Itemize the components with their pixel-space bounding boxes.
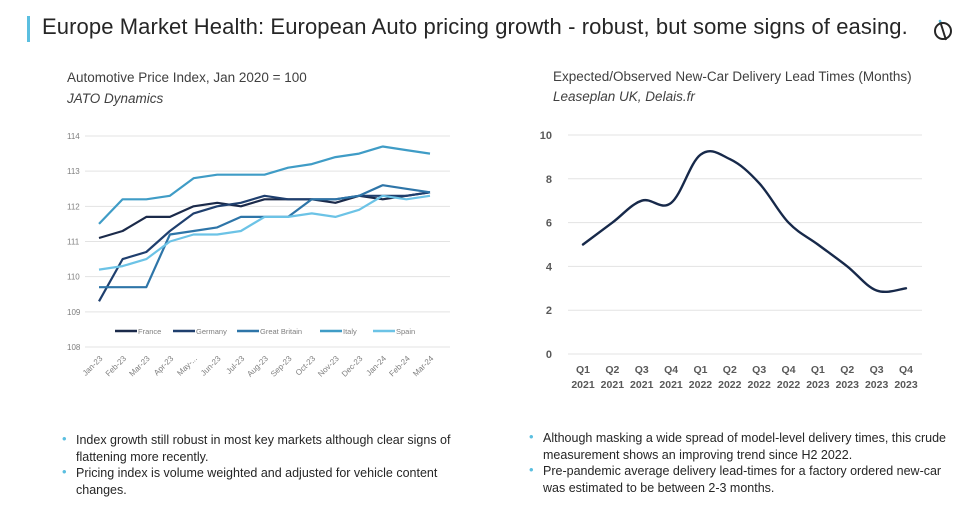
x-tick-label-year: 2022	[748, 379, 772, 391]
series-line-germany	[98, 191, 431, 302]
x-tick-label: Jan-24	[364, 354, 388, 378]
y-tick-label: 109	[67, 308, 81, 317]
x-tick-label-quarter: Q1	[811, 364, 825, 376]
page-title: Europe Market Health: European Auto pric…	[42, 14, 908, 39]
y-tick-label: 8	[546, 174, 552, 186]
x-tick-label: Sep-23	[269, 354, 294, 379]
legend-label: Great Britain	[260, 327, 302, 336]
right-chart-source: Leaseplan UK, Delais.fr	[553, 89, 695, 104]
legend-label: Spain	[396, 327, 415, 336]
left-bullets: Index growth still robust in most key ma…	[62, 431, 482, 498]
x-tick-label: Feb-24	[387, 354, 412, 379]
x-tick-label: May-...	[175, 354, 199, 378]
series-line-spain	[98, 194, 431, 271]
x-tick-label: Jun-23	[199, 354, 223, 378]
x-tick-label: Jan-23	[81, 354, 105, 378]
right-bullet: Pre-pandemic average delivery lead-times…	[529, 462, 949, 496]
circle-slash-logo-icon	[934, 19, 952, 41]
x-tick-label: Jul-23	[224, 354, 246, 376]
legend-label: France	[138, 327, 161, 336]
right-chart-title: Expected/Observed New-Car Delivery Lead …	[553, 69, 912, 84]
x-tick-label: Mar-23	[127, 354, 152, 379]
x-tick-label-quarter: Q1	[576, 364, 590, 376]
right-bullet: Although masking a wide spread of model-…	[529, 429, 949, 463]
y-tick-label: 108	[67, 343, 81, 352]
title-accent-bar	[27, 16, 30, 42]
x-tick-label-quarter: Q4	[782, 364, 796, 376]
x-tick-label-quarter: Q3	[752, 364, 766, 376]
x-tick-label: Aug-23	[245, 354, 270, 379]
y-tick-label: 112	[67, 202, 80, 211]
x-tick-label: Feb-23	[104, 354, 129, 379]
x-tick-label-year: 2021	[659, 379, 683, 391]
series-line-italy	[98, 145, 431, 225]
series-line-great-britain	[99, 184, 431, 289]
x-tick-label-quarter: Q3	[635, 364, 649, 376]
x-tick-label-year: 2022	[689, 379, 713, 391]
y-tick-label: 0	[546, 349, 552, 361]
x-tick-label: Nov-23	[316, 354, 341, 379]
y-tick-label: 113	[67, 167, 80, 176]
x-tick-label-quarter: Q1	[693, 364, 707, 376]
x-tick-label-quarter: Q4	[664, 364, 678, 376]
left-bullet: Index growth still robust in most key ma…	[62, 431, 482, 465]
left-chart-title: Automotive Price Index, Jan 2020 = 100	[67, 70, 307, 85]
series-line-lead-time	[581, 150, 908, 294]
x-tick-label: Apr-23	[152, 354, 176, 378]
x-tick-label-quarter: Q2	[723, 364, 737, 376]
left-bullet: Pricing index is volume weighted and adj…	[62, 464, 482, 498]
left-chart-source: JATO Dynamics	[67, 91, 164, 106]
y-tick-label: 111	[67, 238, 80, 247]
x-tick-label-quarter: Q2	[840, 364, 854, 376]
y-tick-label: 114	[67, 132, 80, 141]
x-tick-label: Oct-23	[294, 354, 318, 378]
x-tick-label-quarter: Q4	[899, 364, 913, 376]
x-tick-label-year: 2021	[571, 379, 595, 391]
y-tick-label: 6	[546, 218, 552, 230]
x-tick-label-year: 2023	[836, 379, 860, 391]
x-tick-label-quarter: Q3	[870, 364, 884, 376]
y-tick-label: 2	[546, 305, 552, 317]
y-tick-label: 4	[546, 261, 553, 273]
series-line-france	[98, 191, 431, 240]
y-tick-label: 110	[67, 273, 80, 282]
y-tick-label: 10	[540, 130, 552, 142]
legend-label: Germany	[196, 327, 227, 336]
x-tick-label-year: 2021	[630, 379, 654, 391]
x-tick-label-year: 2021	[601, 379, 625, 391]
x-tick-label-quarter: Q2	[605, 364, 619, 376]
right-bullets: Although masking a wide spread of model-…	[529, 429, 949, 496]
x-tick-label-year: 2022	[777, 379, 801, 391]
lead-time-chart: 0 2 4 6 8 10 Q1 2021 Q2 2021 Q3 2021 Q4 2021 Q1 2022 Q2 2…	[540, 130, 922, 391]
x-tick-label: Mar-24	[411, 354, 436, 379]
x-tick-label-year: 2023	[865, 379, 889, 391]
x-tick-label-year: 2023	[806, 379, 830, 391]
x-tick-label-year: 2023	[894, 379, 918, 391]
x-tick-label: Dec-23	[340, 354, 365, 379]
x-tick-label-year: 2022	[718, 379, 742, 391]
legend-label: Italy	[343, 327, 357, 336]
